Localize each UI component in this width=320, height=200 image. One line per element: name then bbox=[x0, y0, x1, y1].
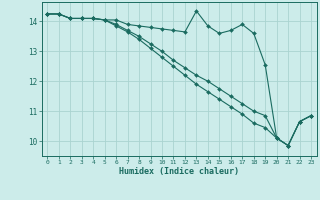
X-axis label: Humidex (Indice chaleur): Humidex (Indice chaleur) bbox=[119, 167, 239, 176]
